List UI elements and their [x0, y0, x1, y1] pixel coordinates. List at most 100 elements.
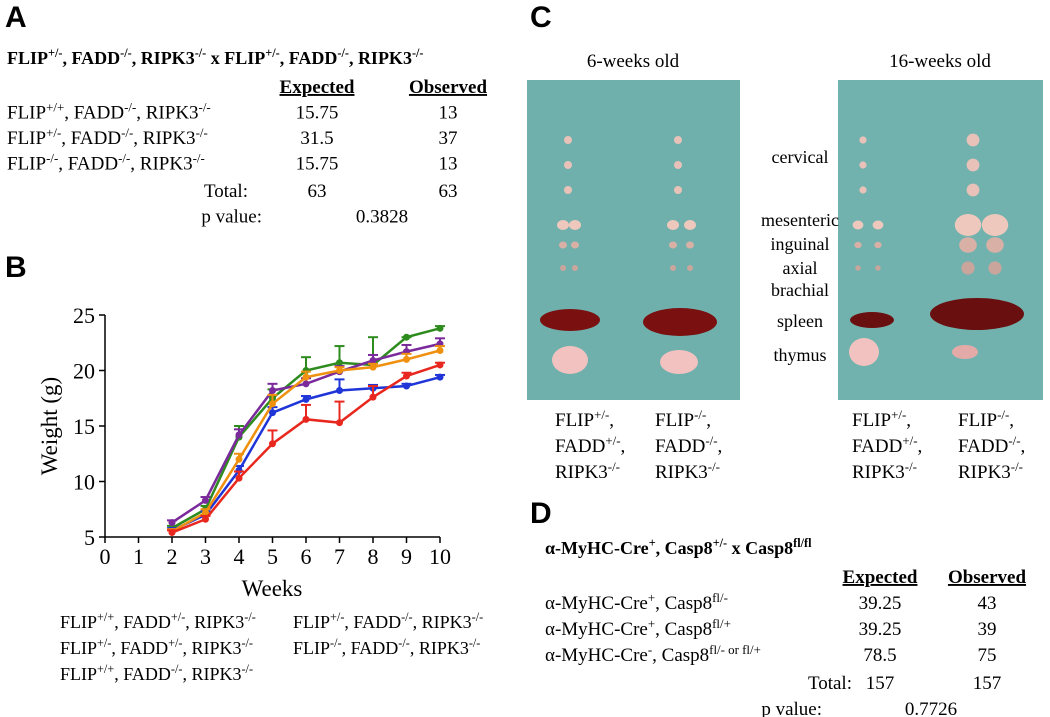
text-segment: , Casp8 — [655, 593, 712, 614]
column-header: Observed — [409, 77, 488, 98]
organ — [859, 161, 867, 169]
data-point — [269, 440, 276, 448]
data-point — [369, 357, 377, 365]
text-segment: α-MyHC-Cre — [545, 593, 648, 614]
expected-cell: 78.5 — [863, 645, 896, 666]
y-tick-label: 20 — [73, 359, 95, 384]
organ — [557, 220, 569, 230]
text-segment: , Casp8 — [655, 619, 712, 640]
text-segment: , — [609, 410, 614, 431]
superscript: -/- — [1008, 433, 1020, 448]
organ — [660, 350, 698, 374]
data-point — [302, 415, 310, 423]
legend-entry: FLIP+/-, FADD+/-, RIPK3-/- — [60, 636, 253, 658]
text-segment: , RIPK3 — [182, 664, 241, 684]
data-point — [403, 333, 410, 341]
organ — [986, 237, 1004, 253]
text-segment: FADD — [852, 436, 902, 457]
photo-6-weeks — [527, 80, 740, 400]
organ — [850, 312, 894, 328]
group-label: 6-weeks old — [587, 51, 680, 72]
text-segment: , — [918, 436, 923, 457]
text-segment: FLIP — [655, 410, 694, 431]
data-point — [235, 455, 243, 463]
organ — [674, 161, 682, 169]
total-expected: 157 — [866, 673, 895, 694]
x-tick-label: 3 — [200, 544, 211, 569]
superscript: -/- — [121, 125, 133, 140]
organ — [966, 158, 980, 172]
organ — [872, 220, 884, 230]
organ — [560, 265, 566, 271]
y-tick-label: 5 — [84, 525, 95, 550]
text-segment: FLIP — [7, 128, 46, 149]
organ — [686, 241, 694, 249]
x-tick-label: 8 — [368, 544, 379, 569]
expected-cell: 31.5 — [300, 128, 333, 149]
superscript: -/- — [118, 150, 130, 165]
superscript: -/- — [401, 610, 413, 624]
superscript: -/- — [412, 46, 424, 60]
text-segment: , RIPK3 — [413, 612, 472, 632]
text-segment: α-MyHC-Cre — [545, 645, 648, 666]
observed-cell: 75 — [978, 645, 997, 666]
expected-cell: 39.25 — [859, 619, 902, 640]
genotype-caption: FLIP+/-, — [852, 407, 911, 432]
superscript: +/- — [168, 636, 182, 650]
superscript: -/- — [905, 459, 917, 474]
organ — [674, 136, 682, 144]
organ — [670, 265, 676, 271]
organ — [564, 136, 572, 144]
data-point — [436, 324, 444, 332]
x-tick-label: 7 — [334, 544, 345, 569]
text-segment: RIPK3 — [655, 462, 708, 483]
x-tick-label: 2 — [167, 544, 178, 569]
photo-layer — [527, 80, 1043, 400]
data-point — [269, 386, 276, 394]
text-segment: α-MyHC-Cre — [545, 619, 648, 640]
superscript: -/- — [171, 662, 183, 676]
tissue-label: cervical — [772, 147, 829, 167]
text-segment: , — [718, 436, 723, 457]
text-segment: , — [621, 436, 626, 457]
legend-entry: FLIP-/-, FADD-/-, RIPK3-/- — [293, 636, 480, 658]
legend-entry: FLIP+/+, FADD-/-, RIPK3-/- — [60, 662, 253, 684]
superscript: +/- — [46, 125, 61, 140]
column-header: Observed — [948, 567, 1027, 588]
data-point — [202, 515, 209, 523]
text-segment: FADD — [655, 436, 705, 457]
text-segment: , FADD — [58, 154, 118, 175]
organ — [571, 241, 579, 249]
group-label: 16-weeks old — [889, 51, 991, 72]
genotype-caption: FLIP-/-, — [958, 407, 1014, 432]
genotype-caption: RIPK3-/- — [555, 459, 620, 484]
organ — [875, 265, 881, 271]
superscript: + — [648, 616, 655, 631]
organ — [643, 308, 717, 336]
superscript: + — [648, 590, 655, 605]
data-point — [336, 359, 343, 367]
superscript: +/- — [330, 610, 344, 624]
superscript: -/- — [705, 433, 717, 448]
text-segment: x FLIP — [206, 48, 265, 68]
genotype-caption: RIPK3-/- — [852, 459, 917, 484]
superscript: + — [649, 536, 656, 550]
text-segment: , RIPK3 — [182, 638, 241, 658]
observed-cell: 13 — [439, 154, 458, 175]
data-point — [403, 382, 410, 390]
organ — [569, 220, 581, 230]
total-label: Total: — [808, 673, 852, 694]
superscript: fl/- — [712, 590, 728, 605]
data-point — [302, 395, 310, 403]
organ — [564, 186, 572, 194]
data-point — [403, 372, 410, 380]
text-segment: α-MyHC-Cre — [545, 538, 649, 558]
organ — [966, 183, 980, 197]
superscript: +/+ — [46, 99, 64, 114]
text-segment: , FADD — [64, 103, 124, 124]
data-point — [202, 509, 209, 517]
genotype-caption: RIPK3-/- — [958, 459, 1023, 484]
superscript: - — [648, 642, 652, 657]
text-segment: , RIPK3 — [133, 128, 195, 149]
data-point — [168, 529, 176, 537]
